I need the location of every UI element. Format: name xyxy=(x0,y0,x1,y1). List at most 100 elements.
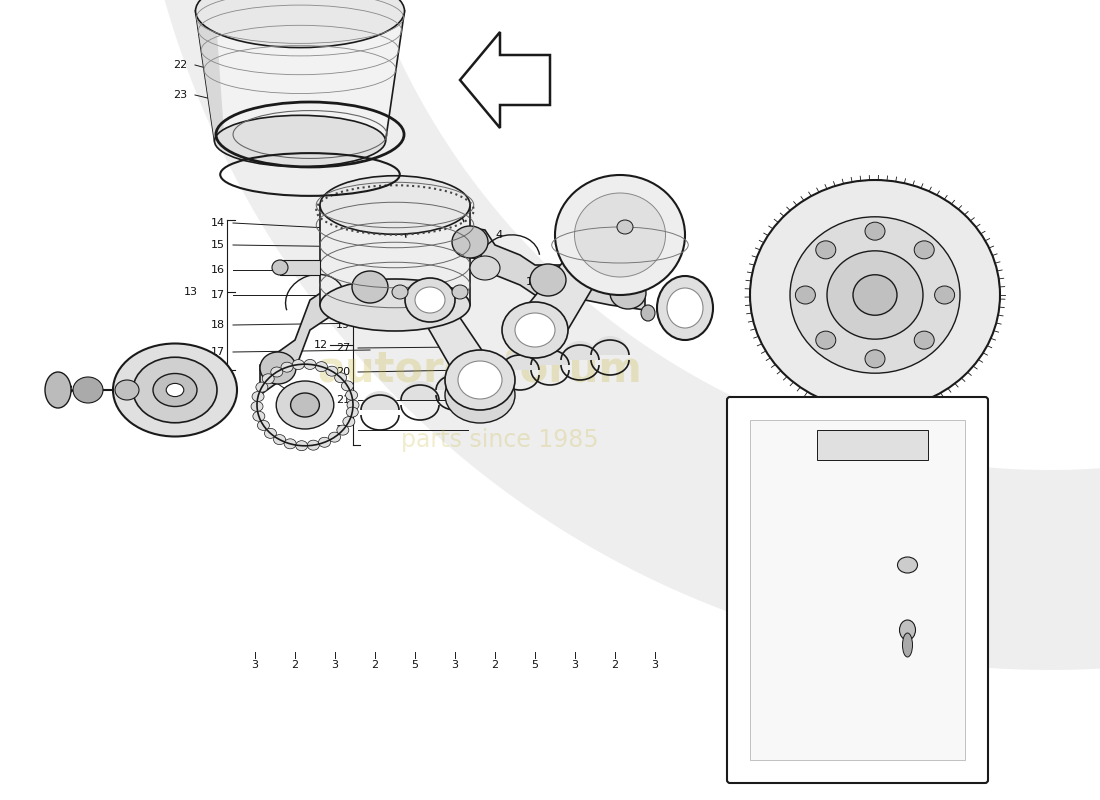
Ellipse shape xyxy=(337,425,349,435)
Ellipse shape xyxy=(617,220,632,234)
Text: 13: 13 xyxy=(184,287,198,297)
Polygon shape xyxy=(817,430,927,460)
Ellipse shape xyxy=(790,217,960,373)
Ellipse shape xyxy=(196,0,405,47)
Ellipse shape xyxy=(214,115,385,166)
Text: 19: 19 xyxy=(336,320,350,330)
Text: 26: 26 xyxy=(818,580,832,590)
Text: 2: 2 xyxy=(886,391,893,401)
Text: 12: 12 xyxy=(314,340,328,350)
Text: 17: 17 xyxy=(211,290,226,300)
Ellipse shape xyxy=(574,193,666,277)
Text: 3: 3 xyxy=(651,660,659,670)
Text: 13: 13 xyxy=(585,213,600,223)
Text: 3: 3 xyxy=(331,660,339,670)
Ellipse shape xyxy=(641,305,654,321)
Text: 7: 7 xyxy=(126,385,133,395)
FancyBboxPatch shape xyxy=(727,397,988,783)
Ellipse shape xyxy=(452,285,468,299)
Text: 2: 2 xyxy=(492,660,498,670)
Ellipse shape xyxy=(502,302,568,358)
Text: 4: 4 xyxy=(495,230,502,240)
Ellipse shape xyxy=(935,286,955,304)
Text: 23: 23 xyxy=(173,90,187,100)
Ellipse shape xyxy=(352,271,388,303)
Polygon shape xyxy=(750,420,965,760)
Text: 22: 22 xyxy=(173,60,187,70)
Text: 17: 17 xyxy=(211,347,226,357)
Text: 12: 12 xyxy=(526,277,540,287)
Ellipse shape xyxy=(346,400,359,410)
Ellipse shape xyxy=(166,383,184,397)
Ellipse shape xyxy=(304,359,316,370)
Text: 29: 29 xyxy=(886,343,900,353)
Ellipse shape xyxy=(274,434,286,445)
Text: 3: 3 xyxy=(451,660,459,670)
Ellipse shape xyxy=(667,288,703,328)
Polygon shape xyxy=(196,11,224,141)
Wedge shape xyxy=(591,336,629,355)
Ellipse shape xyxy=(530,264,566,296)
Ellipse shape xyxy=(290,393,319,417)
Wedge shape xyxy=(361,391,399,410)
Ellipse shape xyxy=(795,286,815,304)
Ellipse shape xyxy=(827,251,923,339)
Ellipse shape xyxy=(260,352,296,384)
Ellipse shape xyxy=(415,287,446,313)
Text: 9: 9 xyxy=(280,375,287,385)
Ellipse shape xyxy=(470,256,500,280)
Text: 3: 3 xyxy=(252,660,258,670)
Ellipse shape xyxy=(257,421,270,430)
Text: 20: 20 xyxy=(336,367,350,377)
Text: 1: 1 xyxy=(886,367,893,377)
Ellipse shape xyxy=(914,331,934,349)
Text: autorepforum: autorepforum xyxy=(318,349,642,391)
Ellipse shape xyxy=(865,222,886,240)
Ellipse shape xyxy=(329,432,341,442)
Ellipse shape xyxy=(334,373,346,382)
Ellipse shape xyxy=(280,362,293,372)
Polygon shape xyxy=(320,205,470,305)
Text: 21: 21 xyxy=(336,395,350,405)
Ellipse shape xyxy=(343,417,355,426)
Text: 3: 3 xyxy=(572,660,579,670)
Wedge shape xyxy=(471,361,509,380)
Ellipse shape xyxy=(133,358,217,422)
Wedge shape xyxy=(402,381,439,400)
Text: 16: 16 xyxy=(211,265,226,275)
Ellipse shape xyxy=(296,441,308,450)
Ellipse shape xyxy=(750,180,1000,410)
Ellipse shape xyxy=(914,241,934,259)
Ellipse shape xyxy=(900,620,915,640)
Ellipse shape xyxy=(576,224,624,266)
Ellipse shape xyxy=(452,226,488,258)
Ellipse shape xyxy=(556,175,685,295)
Ellipse shape xyxy=(816,241,836,259)
Text: 24: 24 xyxy=(817,480,832,490)
Polygon shape xyxy=(280,260,320,275)
Ellipse shape xyxy=(446,367,515,423)
Ellipse shape xyxy=(405,278,455,322)
Ellipse shape xyxy=(272,260,288,275)
Text: 25: 25 xyxy=(818,530,832,540)
Ellipse shape xyxy=(293,359,305,370)
Ellipse shape xyxy=(326,366,338,376)
Ellipse shape xyxy=(307,440,319,450)
Ellipse shape xyxy=(73,377,103,403)
Wedge shape xyxy=(500,351,539,370)
Ellipse shape xyxy=(45,372,72,408)
Text: 15: 15 xyxy=(211,240,226,250)
Ellipse shape xyxy=(319,438,330,447)
Wedge shape xyxy=(561,341,600,360)
Ellipse shape xyxy=(346,407,359,417)
Text: 2: 2 xyxy=(372,660,378,670)
Ellipse shape xyxy=(284,439,296,449)
Ellipse shape xyxy=(264,428,276,438)
Polygon shape xyxy=(517,235,615,348)
Ellipse shape xyxy=(586,233,614,257)
Ellipse shape xyxy=(341,381,353,391)
Ellipse shape xyxy=(320,279,470,331)
Wedge shape xyxy=(436,371,474,390)
Ellipse shape xyxy=(271,367,283,377)
Text: 18: 18 xyxy=(211,320,226,330)
